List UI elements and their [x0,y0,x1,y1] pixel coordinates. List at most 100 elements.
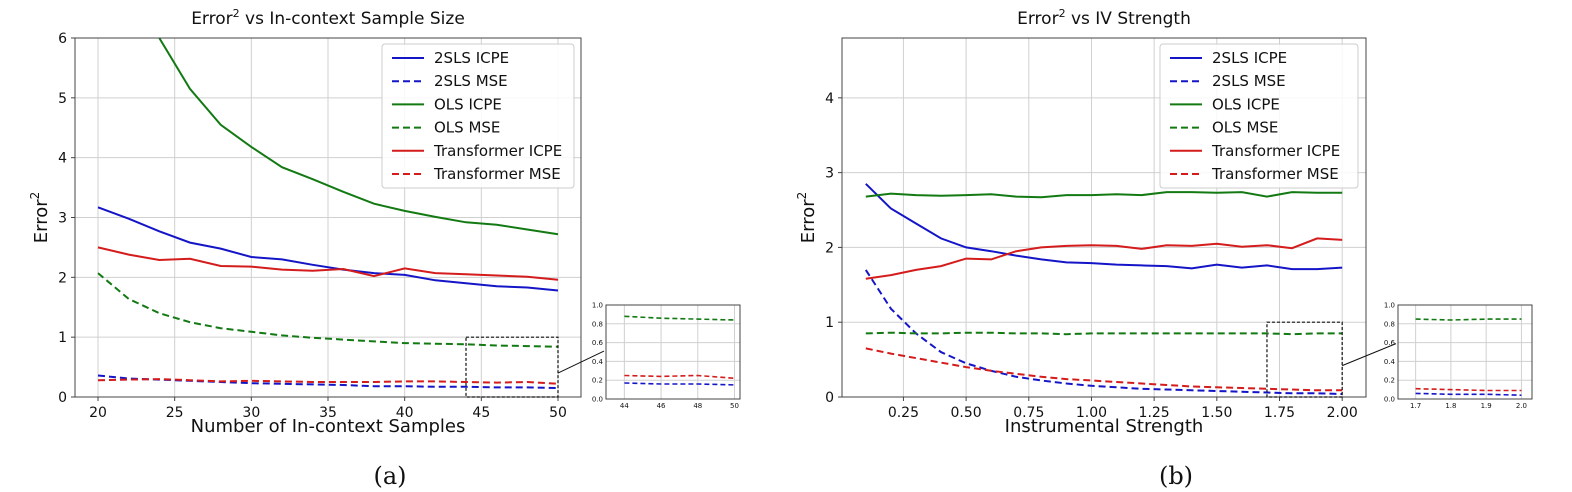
zoom-inset: 1.7 1.8 1.9 2.0 0.0 0.2 0.4 0.6 0.8 1.0 [1384,141,1533,410]
inset-y-tick-label: 0.6 [592,339,604,347]
legend-label: Transformer ICPE [1211,142,1340,160]
panel-caption: (a) [373,462,406,490]
series-line [865,237,1343,280]
legend-box [1159,43,1359,189]
chart-title: Error2 vs In-context Sample Size [191,7,465,29]
series-group [97,38,559,389]
inset-series-group [1415,141,1522,396]
y-tick-label: 1 [825,315,834,331]
title-text: vs IV Strength [1066,9,1191,29]
x-tick-label: 35 [319,405,337,421]
inset-frame [605,304,741,400]
legend-label: 2SLS MSE [1212,72,1286,90]
y-axis-label: Error2 [28,192,52,244]
y-tick-label: 0 [825,390,834,406]
inset-x-tick-label: 50 [730,402,739,410]
inset-y-tick-label: 0.4 [1384,358,1396,366]
inset-y-tick-label: 1.0 [592,302,603,310]
legend-label: 2SLS ICPE [1212,49,1287,67]
zoom-box [465,336,559,398]
legend-label: OLS ICPE [1212,95,1280,113]
series-line [97,206,559,292]
inset-frame [1397,304,1533,400]
inset-y-tick-label: 0.2 [1384,377,1395,385]
title-text: vs In-context Sample Size [240,9,465,29]
legend-label: Transformer MSE [1211,165,1339,183]
inset-series-line [1415,387,1522,392]
y-tick-label: 2 [58,270,67,286]
x-tick-label: 20 [89,405,107,421]
x-tick-label: 30 [242,405,260,421]
inset-series-line [1416,234,1522,239]
series-group [864,183,1343,395]
series-line [97,272,559,348]
x-tick-label: 1.75 [1264,405,1295,421]
zoom-connector [557,350,605,374]
series-line [158,38,559,236]
inset-series-line [624,206,734,215]
legend-box [381,43,575,189]
inset-y-tick-label: 0.0 [1384,396,1395,404]
legend-label: OLS ICPE [434,95,502,113]
inset-x-tick-label: 46 [657,402,666,410]
legend-label: Transformer ICPE [433,142,562,160]
series-line [865,331,1343,336]
title-text: Error [1017,9,1058,29]
legend-label: OLS MSE [1212,119,1278,137]
inset-y-tick-label: 0.8 [1384,320,1395,328]
inset-series-line [1416,200,1522,212]
y-tick-label: 3 [825,166,834,182]
y-tick-label: 1 [58,330,67,346]
x-tick-label: 1.00 [1076,405,1107,421]
series-line [97,246,559,281]
title-superscript: 2 [1059,7,1066,20]
title-text: Error [191,9,232,29]
panel-caption: (b) [1159,462,1193,490]
y-tick-label: 4 [58,151,67,167]
inset-y-tick-label: 1.0 [1384,302,1395,310]
inset-y-tick-label: 0.4 [592,358,604,366]
series-line [864,269,1343,395]
y-tick-label: 3 [58,211,67,227]
legend-label: 2SLS ICPE [434,49,509,67]
inset-series-line [624,220,734,231]
x-tick-label: 0.25 [888,405,919,421]
series-line [865,347,1343,392]
x-tick-label: 50 [549,405,567,421]
y-tick-label: 5 [58,91,67,107]
inset-series-line [624,125,734,144]
y-tick-label: 6 [58,31,67,47]
y-tick-label: 0 [58,390,67,406]
x-axis-label: Number of In-context Samples [191,416,466,437]
inset-series-line [1415,318,1522,321]
series-line [865,183,1343,271]
inset-x-tick-label: 1.7 [1410,402,1421,410]
title-superscript: 2 [233,7,240,20]
x-tick-label: 40 [396,405,414,421]
inset-x-tick-label: 1.8 [1445,402,1456,410]
series-line [865,191,1343,199]
x-axis-label: Instrumental Strength [1005,416,1204,437]
y-tick-label: 4 [825,91,834,107]
inset-bg [1398,305,1532,399]
inset-y-tick-label: 0.2 [592,377,603,385]
inset-y-tick-label: 0.6 [1384,339,1396,347]
inset-x-tick-label: 48 [693,402,702,410]
inset-y-tick-label: 0.0 [592,396,603,404]
inset-series-line [624,315,735,321]
x-tick-label: 0.50 [951,405,982,421]
legend-label: 2SLS MSE [434,72,508,90]
inset-x-tick-label: 1.9 [1481,402,1492,410]
x-tick-label: 2.00 [1327,405,1358,421]
plot-frame [841,37,1367,398]
inset-y-tick-label: 0.8 [592,320,603,328]
chart-b: 0.25 0.50 0.75 1.00 1.25 1.50 1.75 2.00 0 1 2 3 4 Err… [795,7,1533,490]
inset-series-line [624,374,735,380]
legend-label: Transformer MSE [433,165,561,183]
y-label-text: Error [31,199,52,243]
chart-title: Error2 vs IV Strength [1017,7,1191,29]
y-label-superscript: 2 [795,192,809,200]
inset-series-line [1416,141,1522,147]
